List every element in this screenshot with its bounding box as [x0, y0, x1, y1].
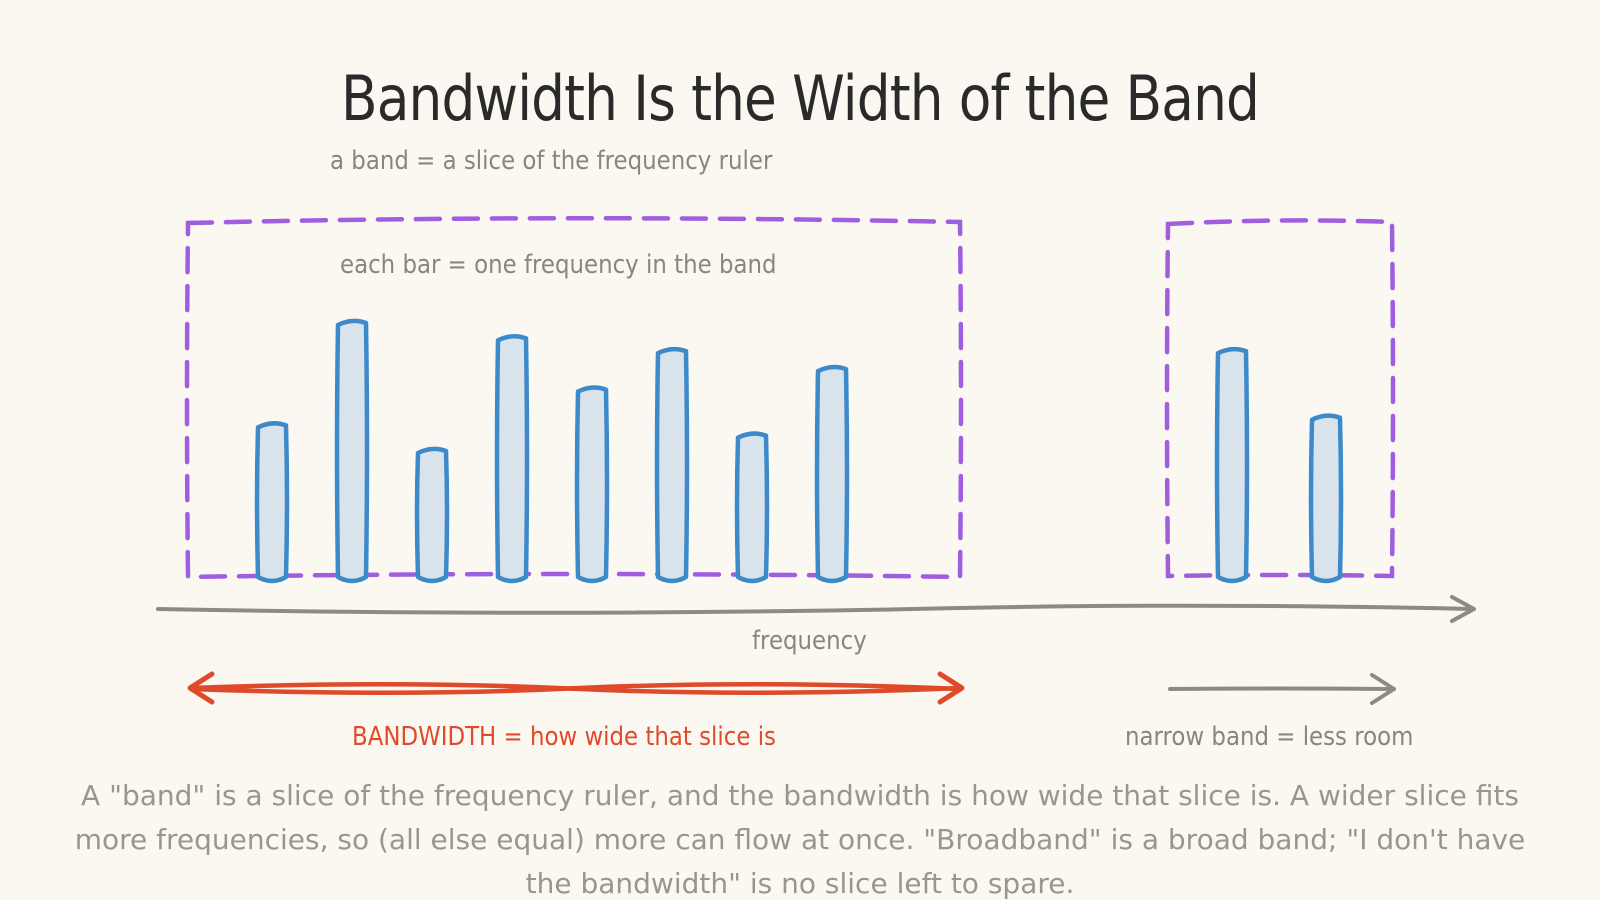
caption-text: A "band" is a slice of the frequency rul… — [74, 779, 1526, 900]
bandwidth-label: BANDWIDTH = how wide that slice is — [352, 722, 776, 752]
narrow-band-bars — [1214, 346, 1344, 584]
wide-band-bars — [254, 318, 850, 584]
bandwidth-arrow-line-2 — [189, 681, 963, 696]
bar-meaning-note: each bar = one frequency in the band — [340, 250, 777, 280]
narrow-band-arrow-line — [1168, 686, 1396, 691]
frequency-axis-arrowhead — [1450, 595, 1476, 623]
frequency-axis-label: frequency — [752, 626, 867, 656]
wide-band-bar-6 — [654, 346, 690, 584]
wide-band-bar-1 — [254, 421, 290, 584]
narrow-band-outline — [1164, 218, 1396, 579]
wide-band-bar-4 — [494, 334, 530, 584]
wide-band-bar-5 — [574, 385, 610, 584]
page-title: Bandwidth Is the Width of the Band — [340, 62, 1260, 135]
wide-band-bar-7 — [734, 431, 770, 584]
narrow-band-label: narrow band = less room — [1125, 722, 1414, 752]
narrow-band-bar-2 — [1308, 413, 1344, 584]
wide-band-outline — [184, 215, 964, 580]
bandwidth-arrow-right-head — [937, 671, 965, 705]
bandwidth-arrow-left-head — [187, 671, 215, 705]
wide-band-bar-8 — [814, 364, 850, 584]
band-definition-note: a band = a slice of the frequency ruler — [330, 146, 773, 176]
wide-band-bar-2 — [334, 318, 370, 584]
frequency-axis — [156, 603, 1474, 615]
wide-band-bar-3 — [414, 446, 450, 584]
narrow-band-arrow-head — [1370, 673, 1396, 705]
narrow-band-bar-1 — [1214, 346, 1250, 584]
